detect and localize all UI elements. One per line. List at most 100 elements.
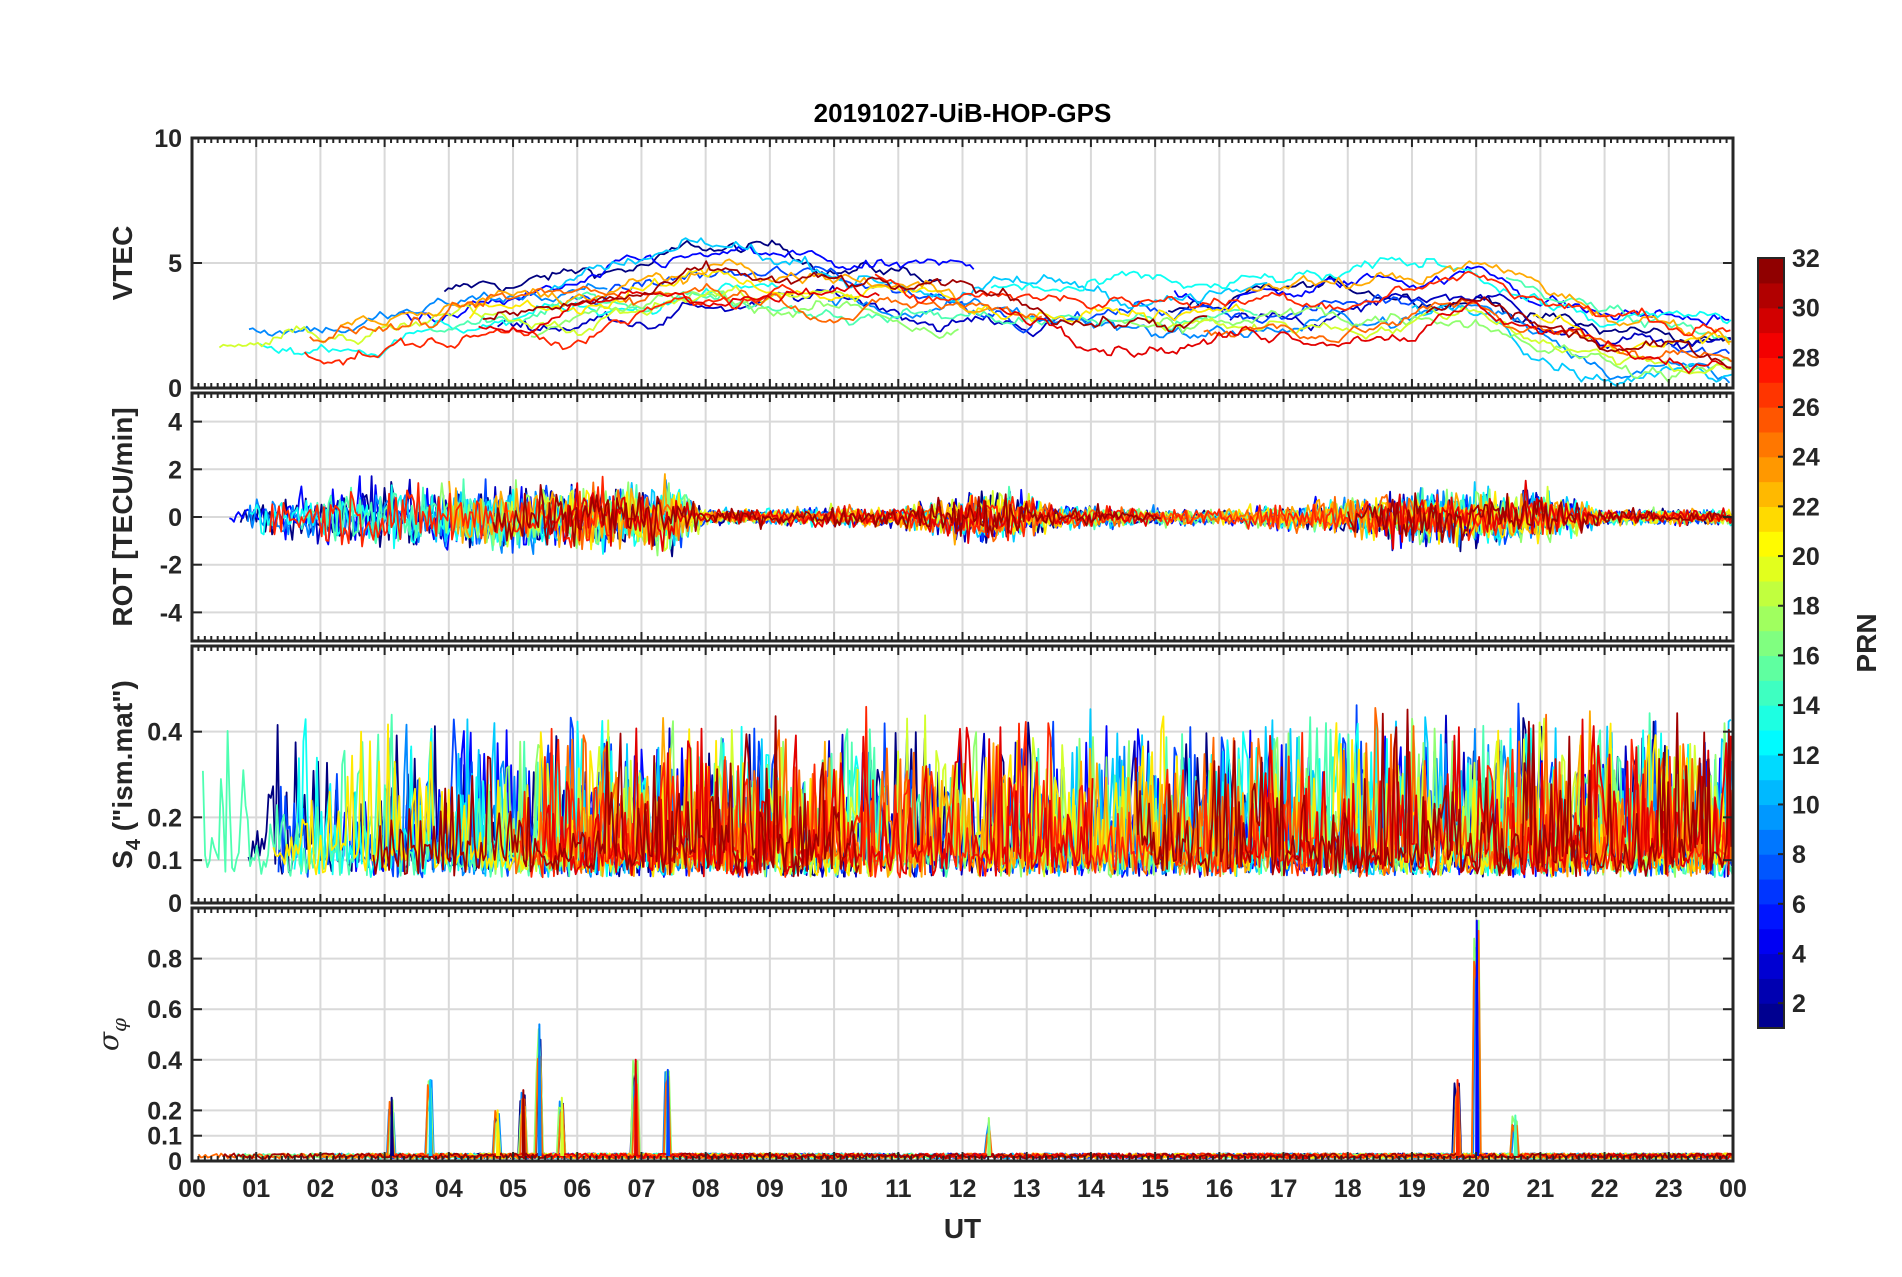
x-tick-label: 13 xyxy=(1013,1175,1041,1203)
colorbar-cell xyxy=(1758,282,1784,309)
colorbar-tick-label: 16 xyxy=(1792,642,1820,670)
x-tick-label: 20 xyxy=(1462,1175,1490,1203)
spike-mark xyxy=(390,1096,394,1156)
series-line-prn-11 xyxy=(546,237,1268,310)
chart-title: 20191027-UiB-HOP-GPS xyxy=(814,98,1112,128)
colorbar-cell xyxy=(1758,431,1784,458)
spike-mark xyxy=(495,1109,500,1156)
colorbar-cell xyxy=(1758,729,1784,756)
series-line-prn-25 xyxy=(572,481,1426,551)
x-tick-label: 00 xyxy=(178,1175,206,1203)
series-line-prn-31 xyxy=(1425,296,1731,369)
x-tick-label: 04 xyxy=(435,1175,463,1203)
colorbar-tick-label: 8 xyxy=(1792,841,1806,869)
ticks-vtec xyxy=(191,137,1734,389)
colorbar-tick-label: 20 xyxy=(1792,543,1820,571)
y-tick-label: -4 xyxy=(160,599,182,627)
x-tick-label: 19 xyxy=(1398,1175,1426,1203)
y-tick-label: 0 xyxy=(168,890,182,918)
colorbar-tick-label: 14 xyxy=(1792,692,1820,720)
y-tick-label: 0 xyxy=(168,1148,182,1176)
x-tick-label: 14 xyxy=(1077,1175,1105,1203)
y-axis-label-vtec: VTEC xyxy=(107,226,138,301)
x-tick-label: 02 xyxy=(307,1175,335,1203)
series-group-rot xyxy=(229,473,1733,558)
colorbar-tick-label: 6 xyxy=(1792,891,1806,919)
series-line-prn-9 xyxy=(248,282,608,337)
colorbar-cell xyxy=(1758,605,1784,632)
series-line-prn-29 xyxy=(543,726,1094,878)
colorbar-cell xyxy=(1758,903,1784,930)
y-tick-label: 10 xyxy=(154,125,182,153)
spike-mark xyxy=(1455,1079,1460,1156)
series-line-prn-29 xyxy=(998,299,1732,374)
series-line-prn-31 xyxy=(1346,492,1733,544)
y-tick-label: 0.4 xyxy=(147,1047,182,1075)
x-tick-label: 01 xyxy=(242,1175,270,1203)
y-tick-label: 0 xyxy=(168,375,182,403)
series-line-prn-29 xyxy=(478,283,880,334)
colorbar-tick-label: 26 xyxy=(1792,394,1820,422)
x-tick-label: 18 xyxy=(1334,1175,1362,1203)
x-tick-label: 00 xyxy=(1719,1175,1747,1203)
y-axis-label-s4: S4 ("ism.mat") xyxy=(107,680,145,869)
colorbar-cell xyxy=(1758,754,1784,781)
y-tick-label: 0.1 xyxy=(147,1123,182,1151)
spike-mark xyxy=(634,1058,638,1156)
colorbar-cell xyxy=(1758,953,1784,979)
x-tick-label: 15 xyxy=(1141,1175,1169,1203)
series-line-prn-27 xyxy=(269,475,610,549)
colorbar-cell xyxy=(1758,928,1784,955)
spike-mark xyxy=(537,1023,542,1156)
colorbar-cell xyxy=(1758,531,1784,557)
y-tick-label: 0.2 xyxy=(147,1097,182,1125)
y-tick-label: -2 xyxy=(160,552,182,580)
x-tick-label: 22 xyxy=(1591,1175,1619,1203)
spike-mark xyxy=(521,1089,526,1156)
x-tick-label: 10 xyxy=(820,1175,848,1203)
colorbar-cell xyxy=(1758,332,1784,358)
colorbar-cell xyxy=(1758,630,1784,657)
series-line-prn-31 xyxy=(372,715,860,878)
panel-sigma_phi: 00.10.2 0.4 0.6 0.8 σφ 00 01 02 03 04 05 06 07 08 09 10… xyxy=(92,906,1747,1203)
colorbar-label: PRN xyxy=(1851,613,1882,672)
grid-rot xyxy=(191,393,1734,641)
spike-mark xyxy=(1513,1114,1518,1156)
spike-mark xyxy=(1475,919,1480,1156)
x-tick-label: 12 xyxy=(949,1175,977,1203)
series-line-prn-31 xyxy=(492,484,1161,547)
colorbar-cell xyxy=(1758,258,1784,284)
x-tick-label: 17 xyxy=(1270,1175,1298,1203)
series-line-prn-25 xyxy=(1203,298,1733,363)
y-tick-label: 4 xyxy=(168,409,182,437)
x-tick-label: 05 xyxy=(499,1175,527,1203)
series-line-prn-13 xyxy=(990,256,1732,328)
y-tick-label: 0.6 xyxy=(147,996,182,1024)
colorbar-tick-label: 28 xyxy=(1792,344,1820,372)
spike-mark xyxy=(560,1096,565,1156)
colorbar-tick-label: 18 xyxy=(1792,593,1820,621)
colorbar-cell xyxy=(1758,854,1784,880)
colorbar-cell xyxy=(1758,307,1784,334)
x-tick-label: 09 xyxy=(756,1175,784,1203)
panel-rot: -4 -2 0 2 4 ROT [TECU/min] xyxy=(107,391,1735,643)
colorbar-cell xyxy=(1758,878,1784,905)
series-line-prn-23 xyxy=(1245,260,1732,343)
series-line-prn-7 xyxy=(568,265,1429,334)
colorbar-cell xyxy=(1758,382,1784,408)
x-tick-label: 03 xyxy=(371,1175,399,1203)
series-line-prn-5 xyxy=(399,245,975,323)
colorbar-cell xyxy=(1758,978,1784,1004)
series-line-prn-15 xyxy=(1505,276,1731,343)
series-line-prn-17 xyxy=(1117,305,1731,383)
x-tick-label: 21 xyxy=(1526,1175,1554,1203)
colorbar-cell xyxy=(1758,407,1784,433)
series-line-prn-27 xyxy=(303,283,795,366)
colorbar-tick-label: 12 xyxy=(1792,742,1820,770)
colorbar-cell xyxy=(1758,705,1784,731)
y-axis-label-sigma_phi: σφ xyxy=(92,1018,131,1051)
x-tick-label: 07 xyxy=(628,1175,656,1203)
series-line-prn-3 xyxy=(1229,292,1732,350)
